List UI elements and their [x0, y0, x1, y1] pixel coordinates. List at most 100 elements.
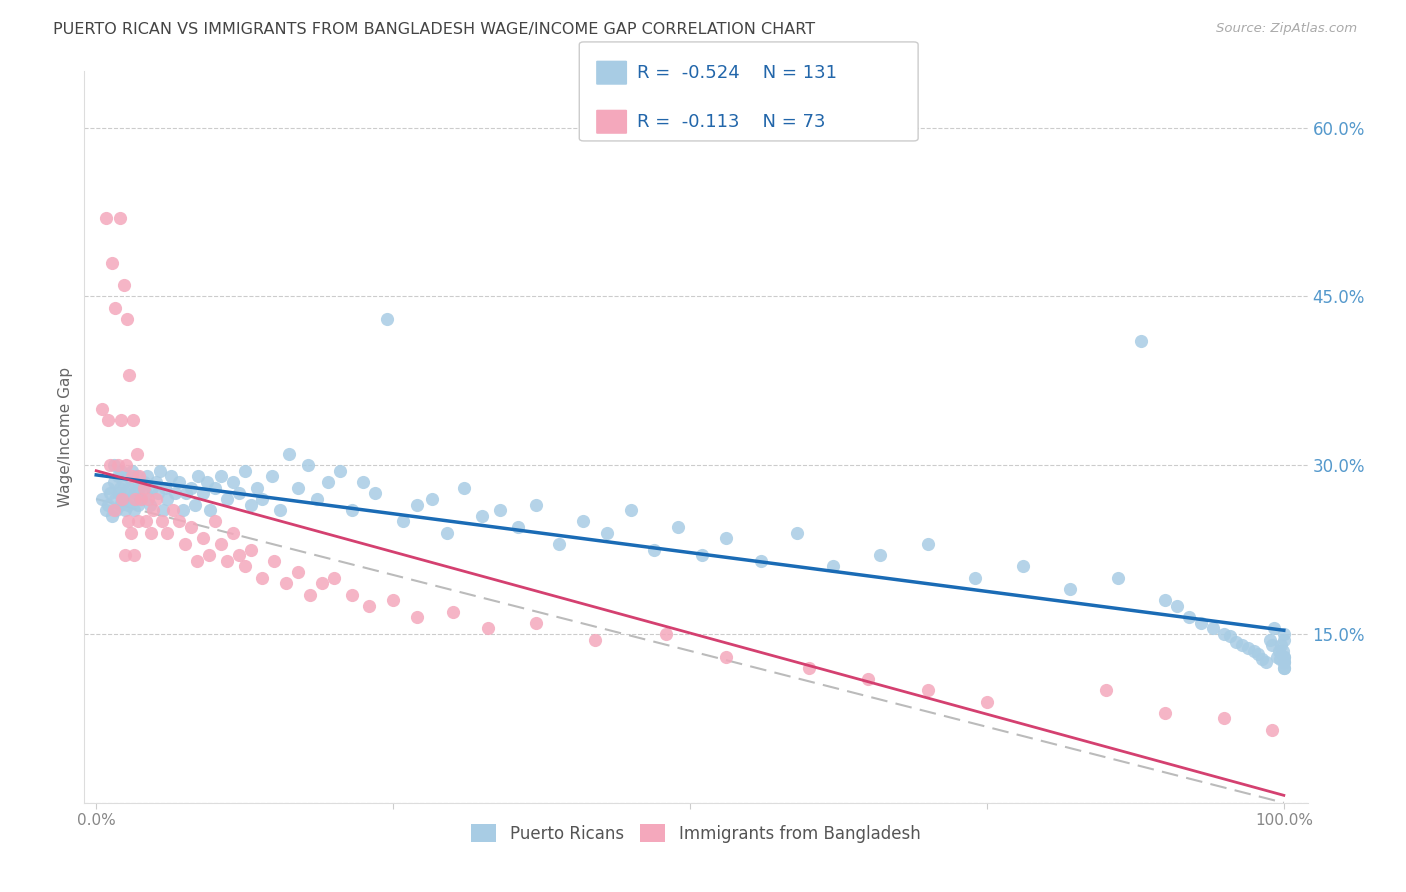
Point [100, 508, 122, 523]
Point [131, 491, 153, 506]
Point [111, 491, 134, 506]
Point [124, 486, 146, 500]
Point [156, 525, 179, 540]
Point [162, 503, 184, 517]
Point [340, 588, 363, 602]
Point [311, 576, 333, 591]
Point [100, 255, 122, 269]
Point [131, 491, 153, 506]
Point [1232, 638, 1254, 652]
Point [406, 498, 429, 512]
Point [195, 475, 218, 489]
Point [690, 548, 713, 562]
Point [1166, 599, 1188, 613]
Text: Source: ZipAtlas.com: Source: ZipAtlas.com [1216, 22, 1357, 36]
Point [115, 486, 138, 500]
Point [436, 525, 458, 540]
Point [132, 481, 155, 495]
Point [352, 475, 374, 489]
Point [127, 498, 149, 512]
Point [222, 525, 245, 540]
Point [114, 548, 136, 562]
Point [215, 491, 238, 506]
Point [139, 525, 162, 540]
Point [128, 481, 150, 495]
Point [233, 559, 256, 574]
Point [115, 469, 138, 483]
Point [1261, 723, 1284, 737]
Point [1265, 649, 1288, 664]
Point [108, 498, 131, 512]
Point [1219, 629, 1241, 643]
Point [120, 525, 142, 540]
Point [506, 520, 529, 534]
Point [125, 469, 148, 483]
Point [1272, 627, 1295, 641]
Point [180, 481, 202, 495]
Point [1059, 582, 1081, 596]
Point [1213, 711, 1236, 725]
Point [239, 542, 262, 557]
Point [441, 605, 464, 619]
Point [269, 503, 291, 517]
Point [1272, 632, 1295, 647]
Point [160, 469, 183, 483]
Point [228, 486, 250, 500]
Point [200, 503, 222, 517]
Point [821, 559, 844, 574]
Point [1201, 621, 1223, 635]
Point [322, 571, 344, 585]
Point [471, 508, 494, 523]
Point [297, 458, 319, 473]
Point [340, 503, 363, 517]
Point [329, 464, 352, 478]
Point [153, 481, 176, 495]
Point [114, 503, 136, 517]
Point [117, 515, 139, 529]
Point [917, 537, 939, 551]
Point [122, 503, 145, 517]
Point [204, 515, 226, 529]
Point [142, 503, 165, 517]
Point [122, 475, 145, 489]
Point [382, 593, 405, 607]
Point [107, 486, 129, 500]
Point [1272, 661, 1295, 675]
Point [276, 576, 298, 591]
Point [117, 498, 139, 512]
Point [180, 520, 202, 534]
Point [115, 458, 138, 473]
Text: R =  -0.113    N = 73: R = -0.113 N = 73 [637, 113, 825, 131]
Point [1263, 621, 1285, 635]
Point [141, 481, 163, 495]
Point [124, 491, 146, 506]
Point [110, 413, 132, 427]
Point [307, 491, 329, 506]
Point [583, 632, 606, 647]
Point [1272, 649, 1295, 664]
Point [121, 464, 143, 478]
Point [118, 481, 141, 495]
Point [127, 515, 149, 529]
Legend: Puerto Ricans, Immigrants from Bangladesh: Puerto Ricans, Immigrants from Banglades… [465, 818, 927, 849]
Point [655, 627, 678, 641]
Point [107, 469, 129, 483]
Point [420, 491, 443, 506]
Y-axis label: Wage/Income Gap: Wage/Income Gap [58, 367, 73, 508]
Point [191, 532, 214, 546]
Point [104, 491, 127, 506]
Point [252, 571, 274, 585]
Point [163, 486, 186, 500]
Point [176, 486, 198, 500]
Point [1225, 635, 1247, 649]
Point [136, 469, 159, 483]
Point [146, 486, 169, 500]
Point [122, 413, 145, 427]
Point [524, 498, 547, 512]
Point [186, 554, 208, 568]
Point [112, 475, 135, 489]
Point [298, 588, 321, 602]
Point [108, 211, 131, 225]
Point [103, 475, 125, 489]
Point [122, 548, 145, 562]
